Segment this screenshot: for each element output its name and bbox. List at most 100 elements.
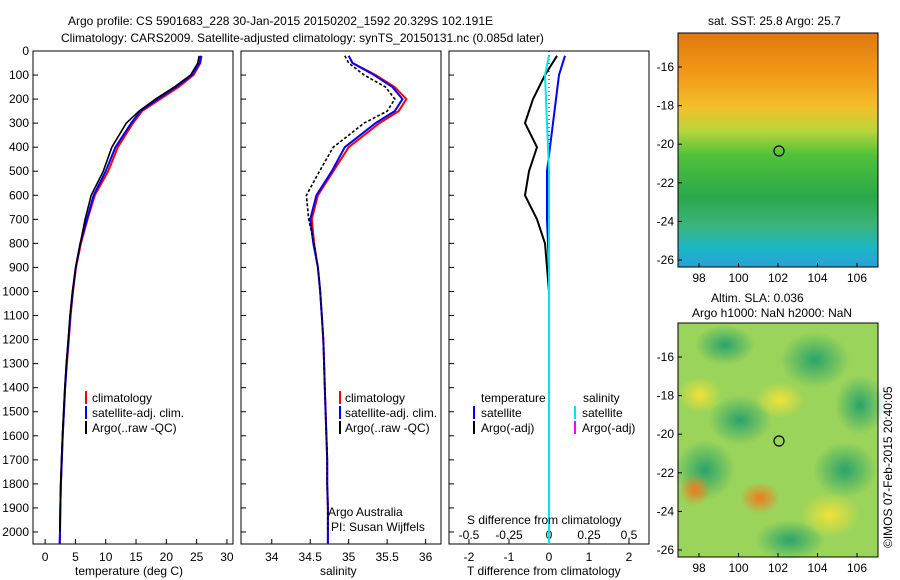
map-x-tick-label: 100 (728, 271, 748, 285)
x-tick-label: 0 (42, 550, 49, 564)
x-tick-label: 15 (129, 550, 143, 564)
depth-tick-label: 300 (9, 116, 29, 130)
legend-label-argo: Argo(..raw -QC) (345, 421, 430, 435)
salinity-diff-tick-label: 0.25 (577, 528, 601, 542)
temperature-difference-xlabel: T difference from climatology (467, 564, 621, 578)
x-tick-label: 5 (72, 550, 79, 564)
float-owner-line-1: Argo Australia (328, 505, 403, 519)
x-tick-label: 2 (626, 550, 633, 564)
series-line-climatology (58, 55, 203, 545)
depth-tick-label: 500 (9, 164, 29, 178)
sla-argo-location-marker (773, 435, 785, 447)
map-x-tick-label: 98 (692, 271, 706, 285)
depth-tick-label: 1500 (2, 405, 29, 419)
x-tick-label: 36 (419, 550, 433, 564)
sla-map-axes: 98 100 102 104 106 -16 -18 -20 -22 -24 -26 (657, 350, 868, 575)
x-tick-label: 25 (190, 550, 204, 564)
x-tick-label: -1 (504, 550, 515, 564)
salinity-difference-legend: salinity satellite Argo(-adj) (574, 391, 635, 435)
map-x-tick-label: 104 (807, 271, 827, 285)
map-x-tick-label: 106 (847, 561, 867, 575)
salinity-panel-frame (240, 50, 442, 545)
depth-tick-label: 1900 (2, 501, 29, 515)
x-tick-label: 34 (265, 550, 279, 564)
map-x-tick-label: 102 (768, 561, 788, 575)
map-y-tick-label: -22 (657, 466, 675, 480)
sst-map-axes: 98 100 102 104 106 -16 -18 -20 -22 -24 -26 (657, 60, 868, 285)
depth-tick-label: 0 (22, 44, 29, 58)
x-tick-label: 30 (220, 550, 234, 564)
depth-axis: 0 100 200 300 400 500 600 700 800 900 1000 1100 1200… (2, 44, 454, 539)
depth-tick-label: 1100 (3, 309, 29, 323)
x-tick-label: 1 (586, 550, 593, 564)
legend-label-argo: Argo(..raw -QC) (92, 421, 177, 435)
salinity-panel: 34 34.5 35 35.5 36 (265, 55, 433, 564)
map-y-tick-label: -24 (657, 214, 675, 228)
map-x-tick-label: 104 (807, 561, 827, 575)
legend-label-temperature-argo: Argo(-adj) (481, 421, 534, 435)
series-line-salinity-satellite (543, 55, 550, 544)
depth-tick-label: 1200 (2, 333, 29, 347)
depth-tick-label: 100 (9, 68, 29, 82)
salinity-diff-tick-label: -0.5 (459, 528, 480, 542)
map-x-tick-label: 102 (768, 271, 788, 285)
sla-map-title-1: Altim. SLA: 0.036 (711, 291, 804, 305)
map-y-tick-label: -22 (657, 176, 675, 190)
header-line-2: Climatology: CARS2009. Satellite-adjuste… (61, 31, 544, 45)
legend-label-salinity-argo: Argo(-adj) (582, 421, 635, 435)
sst-argo-location-marker (773, 145, 785, 157)
x-tick-label: 35 (342, 550, 356, 564)
depth-tick-label: 400 (9, 140, 29, 154)
temperature-panel-frame (32, 50, 234, 545)
series-line-climatology (310, 55, 408, 544)
temperature-xlabel: temperature (deg C) (75, 564, 183, 578)
salinity-legend: climatology satellite-adj. clim. Argo(..… (339, 391, 437, 435)
header-line-1: Argo profile: CS 5901683_228 30-Jan-2015… (68, 14, 493, 28)
map-x-tick-label: 100 (728, 561, 748, 575)
salinity-diff-tick-label: -0.25 (495, 528, 523, 542)
salinity-difference-xlabel: S difference from climatology (467, 513, 622, 527)
sla-map-texture (675, 325, 885, 560)
legend-heading-salinity: salinity (583, 391, 620, 405)
salinity-xlabel: salinity (320, 564, 357, 578)
sst-map-title: sat. SST: 25.8 Argo: 25.7 (708, 14, 841, 28)
x-tick-label: 0 (546, 550, 553, 564)
depth-tick-label: 1300 (2, 357, 29, 371)
map-y-tick-label: -18 (657, 99, 675, 113)
depth-tick-label: 1400 (2, 381, 29, 395)
x-tick-label: 35.5 (375, 550, 399, 564)
map-y-tick-label: -26 (657, 253, 675, 267)
x-tick-label: 34.5 (299, 550, 323, 564)
depth-tick-label: 200 (9, 92, 29, 106)
map-y-tick-label: -16 (657, 60, 675, 74)
x-tick-label: -2 (464, 550, 475, 564)
depth-tick-label: 1000 (2, 284, 29, 298)
map-x-tick-label: 98 (692, 561, 706, 575)
depth-tick-label: 1600 (2, 429, 29, 443)
temperature-panel: 0 5 10 15 20 25 30 (42, 55, 234, 564)
legend-label-temperature-satellite: satellite (481, 406, 522, 420)
map-y-tick-label: -18 (657, 389, 675, 403)
depth-tick-label: 2000 (2, 525, 29, 539)
map-y-tick-label: -26 (657, 543, 675, 557)
legend-heading-temperature: temperature (481, 391, 546, 405)
depth-tick-label: 600 (9, 188, 29, 202)
temperature-difference-legend: temperature satellite Argo(-adj) (473, 391, 546, 435)
imos-credit: ©IMOS 07-Feb-2015 20:40:05 (881, 386, 895, 548)
sla-map-title-2: Argo h1000: NaN h2000: NaN (692, 306, 852, 320)
temperature-legend: climatology satellite-adj. clim. Argo(..… (85, 391, 184, 435)
map-y-tick-label: -20 (657, 137, 675, 151)
salinity-diff-tick-label: 0.5 (621, 528, 638, 542)
map-y-tick-label: -16 (657, 350, 675, 364)
legend-label-satellite: satellite-adj. clim. (345, 406, 437, 420)
series-line-argo-raw-qc (305, 55, 396, 532)
depth-tick-label: 900 (9, 260, 29, 274)
series-line-argo-raw-qc (59, 55, 200, 533)
sst-map-image (678, 33, 878, 267)
depth-tick-label: 1700 (2, 453, 29, 467)
x-tick-label: 10 (99, 550, 113, 564)
depth-tick-label: 700 (9, 212, 29, 226)
depth-tick-label: 1800 (2, 477, 29, 491)
